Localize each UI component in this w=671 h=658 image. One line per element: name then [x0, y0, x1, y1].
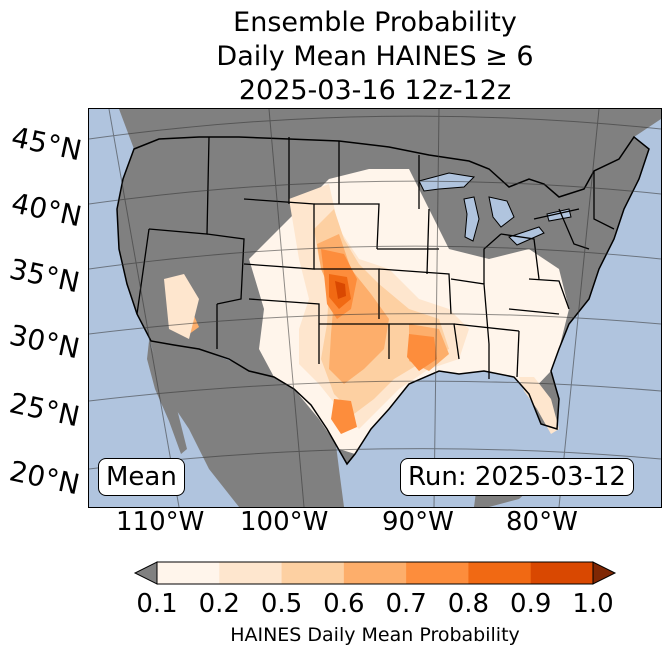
colorbar-tick-label: 0.1: [136, 589, 178, 619]
lake-michigan: [463, 196, 480, 242]
lon-label-80: 80°W: [506, 507, 578, 537]
lat-label-30: 30°N: [6, 318, 83, 366]
colorbar-tick-label: 0.8: [447, 589, 490, 619]
title-line-1: Ensemble Probability: [233, 7, 517, 38]
florida: [519, 377, 559, 434]
map-panel: [88, 108, 662, 508]
colorbar-segment: [219, 562, 283, 584]
stat-label-box: Mean: [98, 458, 185, 496]
chart-title: Ensemble Probability Daily Mean HAINES ≥…: [0, 6, 671, 108]
run-label-box: Run: 2025-03-12: [400, 458, 634, 496]
lon-label-90: 90°W: [382, 507, 454, 537]
us-outline: [116, 135, 650, 466]
map-svg: [89, 109, 661, 507]
colorbar-segment: [530, 562, 594, 584]
colorbar-segment: [157, 562, 220, 584]
colorbar-under-arrow: [133, 561, 158, 585]
colorbar-tick-label: 0.7: [385, 589, 427, 619]
colorbar-segment: [281, 562, 345, 584]
lon-label-110: 110°W: [116, 507, 205, 537]
colorbar-tick-label: 1.0: [572, 589, 614, 619]
lake-superior: [418, 172, 476, 192]
mexico-land: [149, 339, 344, 507]
colorbar-segment: [468, 562, 532, 584]
lat-label-35: 35°N: [6, 252, 83, 300]
lake-erie: [508, 226, 545, 246]
colorbar-over-arrow: [592, 561, 617, 585]
title-line-3: 2025-03-16 12z-12z: [238, 75, 512, 106]
colorbar-segment: [406, 562, 469, 584]
lat-label-25: 25°N: [6, 386, 83, 434]
canada-land: [119, 109, 661, 197]
lon-label-100: 100°W: [240, 507, 329, 537]
colorbar-tick-label: 0.5: [260, 589, 303, 619]
colorbar-tick-label: 0.2: [198, 589, 240, 619]
state-borders: [136, 136, 615, 379]
colorbar-svg: [133, 561, 617, 585]
colorbar-label: HAINES Daily Mean Probability: [230, 624, 520, 646]
colorbar: [130, 558, 620, 588]
title-line-2: Daily Mean HAINES ≥ 6: [216, 41, 534, 72]
lat-label-40: 40°N: [8, 186, 85, 234]
colorbar-segment: [343, 562, 407, 584]
colorbar-tick-label: 0.9: [510, 589, 552, 619]
baja-land: [147, 341, 187, 454]
graticule: [89, 109, 661, 507]
lat-label-45: 45°N: [8, 120, 85, 168]
colorbar-tick-label: 0.6: [323, 589, 365, 619]
lat-label-20: 20°N: [6, 454, 83, 502]
colorbar-frame: [156, 561, 594, 585]
lake-huron: [488, 196, 515, 228]
